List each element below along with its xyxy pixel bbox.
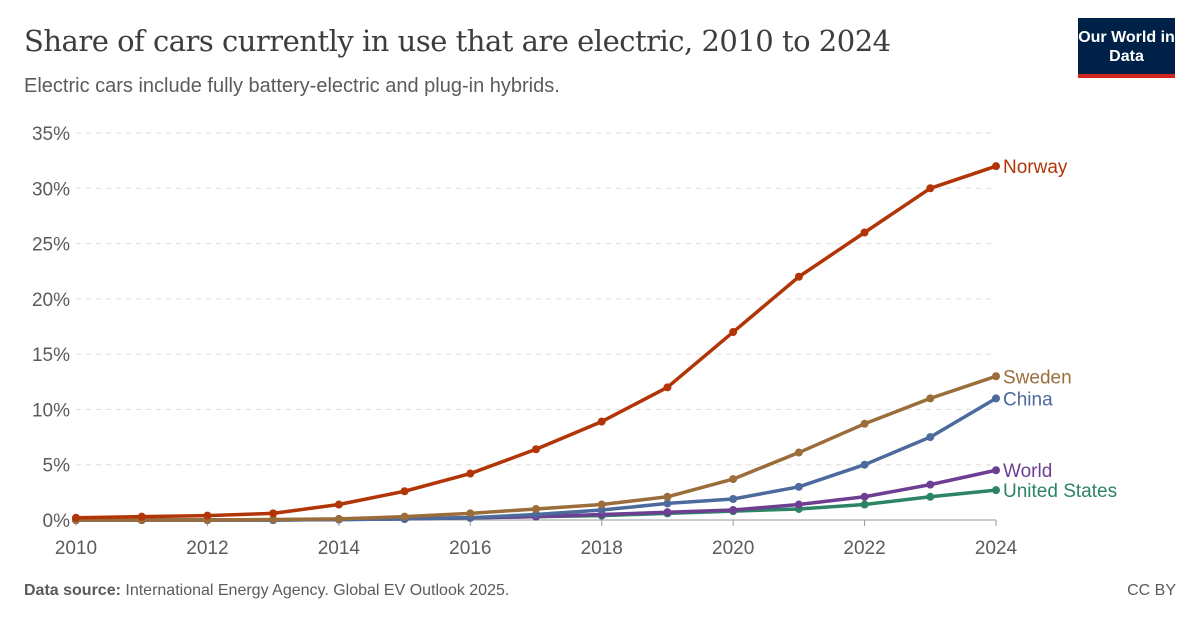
data-point [992,466,1000,475]
data-point [729,494,738,503]
data-point [729,506,738,515]
data-point [794,272,803,281]
data-point [794,500,803,509]
y-tick-label: 10% [32,400,70,421]
data-point [532,510,540,519]
series-label: Norway [1003,157,1068,178]
license[interactable]: CC BY [1127,582,1176,599]
y-tick-label: 25% [32,235,70,256]
data-point [269,515,278,524]
x-tick-label: 2018 [581,538,623,559]
data-point [663,499,672,508]
data-point [400,512,409,521]
data-point [926,394,935,403]
chart-title: Share of cars currently in use that are … [24,24,891,58]
x-tick-label: 2022 [843,538,885,559]
data-source-text[interactable]: International Energy Agency. Global EV O… [125,582,510,599]
data-point [926,433,935,442]
data-point [992,486,1000,495]
data-point [663,492,672,501]
data-point [794,482,803,491]
data-point [137,512,146,521]
data-point [860,492,869,501]
series-label: Sweden [1003,367,1072,388]
y-tick-label: 30% [32,179,70,200]
x-tick-label: 2014 [318,538,361,559]
data-point [466,509,475,518]
data-point [532,445,540,454]
data-point [466,469,475,478]
data-source-label: Data source: [24,582,121,599]
data-point [992,162,1000,171]
data-point [663,383,672,392]
data-point [72,513,80,522]
x-tick-label: 2012 [186,538,228,559]
data-point [663,508,672,517]
data-point [860,419,869,428]
y-tick-label: 20% [32,290,70,311]
data-point [992,394,1000,403]
data-point [400,487,409,496]
series-line-china [76,396,997,522]
data-point [334,514,343,523]
x-tick-label: 2016 [449,538,491,559]
data-point [334,500,343,509]
data-point [269,509,278,518]
data-point [926,184,935,193]
data-point [729,475,738,484]
y-tick-label: 0% [43,511,71,532]
series-label: China [1003,389,1053,410]
data-point [597,506,606,515]
series-label: United States [1003,481,1117,502]
owid-logo[interactable]: Our World in Data [1078,18,1175,78]
data-source: Data source: International Energy Agency… [24,582,509,600]
data-point [729,328,738,337]
data-point [860,228,869,237]
data-point [992,372,1000,381]
y-tick-label: 5% [43,456,71,477]
data-point [926,480,935,489]
x-tick-label: 2024 [975,538,1018,559]
data-point [794,448,803,457]
data-point [926,492,935,501]
data-point [597,500,606,509]
data-point [203,511,212,520]
y-tick-label: 15% [32,345,70,366]
data-point [532,504,540,513]
x-tick-label: 2020 [712,538,754,559]
y-tick-label: 35% [32,124,70,145]
data-point [860,460,869,469]
x-tick-label: 2010 [55,538,97,559]
chart-subtitle: Electric cars include fully battery-elec… [24,75,560,97]
series-label: World [1003,461,1052,482]
data-point [860,500,869,509]
data-point [597,417,606,426]
